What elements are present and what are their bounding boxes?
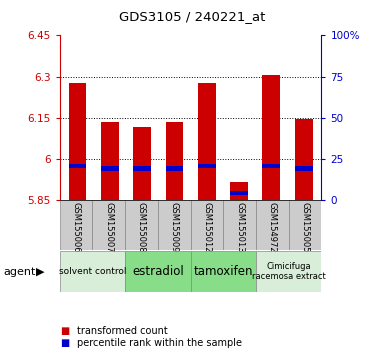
Bar <box>133 127 151 200</box>
Text: GSM155007: GSM155007 <box>104 202 113 253</box>
Text: GSM155005: GSM155005 <box>301 202 310 253</box>
FancyBboxPatch shape <box>256 251 321 292</box>
Text: ■: ■ <box>60 326 69 336</box>
FancyBboxPatch shape <box>256 200 289 250</box>
Text: GSM155009: GSM155009 <box>170 202 179 253</box>
Text: Cimicifuga
racemosa extract: Cimicifuga racemosa extract <box>252 262 326 281</box>
Text: GSM155013: GSM155013 <box>235 202 244 253</box>
Bar <box>166 122 183 200</box>
Bar <box>133 166 151 171</box>
Text: estradiol: estradiol <box>132 265 184 278</box>
Bar <box>295 166 313 171</box>
Text: ▶: ▶ <box>36 267 45 277</box>
Bar <box>69 164 86 168</box>
FancyBboxPatch shape <box>60 200 92 250</box>
Text: tamoxifen: tamoxifen <box>194 265 253 278</box>
Text: GSM155012: GSM155012 <box>203 202 211 253</box>
FancyBboxPatch shape <box>289 200 321 250</box>
Text: agent: agent <box>4 267 36 277</box>
Bar <box>69 84 86 200</box>
Text: GSM155006: GSM155006 <box>72 202 80 253</box>
Text: percentile rank within the sample: percentile rank within the sample <box>77 338 242 348</box>
FancyBboxPatch shape <box>191 251 256 292</box>
FancyBboxPatch shape <box>92 200 125 250</box>
Bar <box>166 166 183 171</box>
Bar <box>295 119 313 200</box>
Text: GSM154972: GSM154972 <box>268 202 277 253</box>
Text: GSM155008: GSM155008 <box>137 202 146 253</box>
Bar <box>230 191 248 195</box>
FancyBboxPatch shape <box>125 251 191 292</box>
FancyBboxPatch shape <box>125 200 158 250</box>
FancyBboxPatch shape <box>60 251 125 292</box>
FancyBboxPatch shape <box>223 200 256 250</box>
Text: GDS3105 / 240221_at: GDS3105 / 240221_at <box>119 10 266 23</box>
Bar <box>263 164 280 168</box>
Bar <box>198 164 216 168</box>
Text: transformed count: transformed count <box>77 326 168 336</box>
Bar <box>101 166 119 171</box>
Bar <box>198 84 216 200</box>
Bar <box>263 75 280 200</box>
Bar <box>230 182 248 200</box>
Bar <box>101 122 119 200</box>
FancyBboxPatch shape <box>191 200 223 250</box>
Text: solvent control: solvent control <box>59 267 126 276</box>
Text: ■: ■ <box>60 338 69 348</box>
FancyBboxPatch shape <box>158 200 191 250</box>
